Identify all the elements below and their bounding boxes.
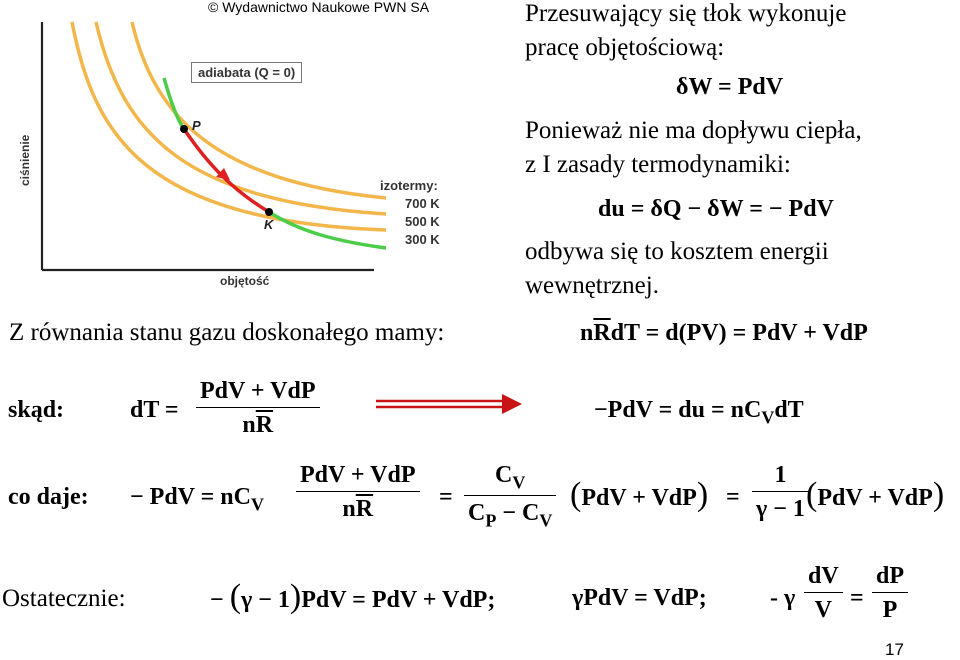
codaje-fraction-3-numerator: 1: [774, 462, 787, 488]
skad-result-main: −PdV = du = nC: [594, 397, 762, 423]
state-equation: nRdT = d(PV) = PdV + VdP: [580, 320, 868, 347]
adiabat-lower: [268, 210, 387, 250]
fraction-bar: [752, 491, 809, 492]
codaje-lhs-sub: V: [250, 494, 264, 515]
state-eq-r: R: [593, 320, 611, 346]
dv-denominator: V: [814, 597, 833, 623]
isotherm-label-500k: 500 K: [405, 214, 440, 229]
codaje-equals-2: =: [726, 484, 740, 510]
ostatecznie-eq-2: γPdV = VdP;: [572, 585, 707, 611]
dp-numerator: dP: [876, 563, 905, 589]
ostatecznie-eq-1: − (γ − 1)PdV = PdV + VdP;: [210, 578, 496, 615]
codaje-paren-expr-1: (PdV + VdP): [570, 476, 709, 513]
pv-diagram: ciśnienie objętość adiabata (Q = 0) P K …: [14, 16, 476, 302]
text-line-6: wewnętrznej.: [525, 272, 659, 299]
text-line-3: Ponieważ nie ma dopływu ciepła,: [525, 117, 862, 144]
isotherm-legend-title: izotermy:: [380, 178, 438, 193]
implication-arrow-svg: [376, 394, 522, 414]
cp-c: C: [468, 500, 486, 527]
equation-work: δW = PdV: [676, 74, 784, 100]
text-line-1: Przesuwający się tłok wykonuje: [525, 0, 847, 27]
codaje-den-r: R: [355, 496, 374, 522]
ost-paren: γ − 1: [241, 587, 290, 613]
equation-first-law: du = δQ − δW = − PdV: [598, 196, 834, 222]
state-equation-intro: Z równania stanu gazu doskonałego mamy:: [9, 319, 445, 346]
volume-axis-label: objętość: [220, 274, 270, 288]
codaje-paren-1-content: PdV + VdP: [581, 485, 697, 511]
text-line-5: odbywa się to kosztem energii: [525, 238, 829, 265]
cp-sub: P: [485, 510, 497, 531]
codaje-fraction-2-numerator: CV: [491, 462, 529, 495]
ostatecznie-equals: =: [850, 585, 864, 611]
dp-denominator: P: [882, 597, 898, 623]
codaje-fraction-1-denominator: nR: [338, 492, 377, 523]
fraction-bar: [296, 491, 420, 492]
isotherm-curve-300k: [70, 21, 387, 232]
text-line-2: pracę objętościową:: [525, 34, 725, 61]
ostatecznie-label: Ostatecznie:: [2, 585, 126, 612]
codaje-paren-expr-2: (PdV + VdP): [806, 476, 945, 513]
skad-result-sub: V: [761, 407, 775, 428]
pressure-axis-label: ciśnienie: [18, 134, 32, 186]
isotherm-curve-500k: [94, 21, 387, 216]
cv2-c: − C: [496, 500, 540, 527]
codaje-fraction-3-denominator: γ − 1: [756, 496, 805, 522]
isotherm-label-300k: 300 K: [405, 232, 440, 247]
ostatecznie-eq-3-prefix: - γ: [770, 585, 796, 611]
dv-numerator: dV: [808, 563, 839, 589]
skad-den-r: R: [255, 412, 274, 438]
codaje-lhs: − PdV = nCV: [130, 484, 264, 515]
fraction-bar: [804, 592, 843, 593]
pv-diagram-svg: [40, 21, 387, 272]
skad-result-tail: dT: [774, 397, 804, 423]
fraction-bar: [196, 407, 320, 408]
text-line-4: z I zasady termodynamiki:: [525, 151, 791, 178]
skad-fraction-numerator: PdV + VdP: [200, 378, 316, 404]
cv-c: C: [495, 462, 513, 488]
codaje-lhs-main: − PdV = nC: [130, 484, 251, 510]
cv2-sub: V: [539, 510, 553, 531]
ostatecznie-fraction-dv: dV V: [804, 563, 843, 624]
cv-sub: V: [512, 472, 526, 493]
isotherm-label-700k: 700 K: [405, 196, 440, 211]
skad-fraction: PdV + VdP nR: [196, 378, 320, 439]
state-eq-rest: dT = d(PV) = PdV + VdP: [610, 320, 868, 346]
page-number: 17: [885, 640, 904, 659]
ost-minus: −: [210, 587, 224, 613]
codaje-fraction-2: CV CP − CV: [464, 462, 557, 532]
copyright-notice: © Wydawnictwo Naukowe PWN SA: [208, 0, 430, 15]
ostatecznie-fraction-dp: dP P: [872, 563, 909, 624]
codaje-fraction-1: PdV + VdP nR: [296, 462, 420, 523]
skad-result: −PdV = du = nCVdT: [594, 397, 804, 428]
fraction-bar: [872, 592, 909, 593]
skad-lhs: dT =: [130, 397, 179, 423]
isotherm-curve-700k: [130, 21, 387, 200]
codaje-den-n: n: [342, 496, 356, 522]
codaje-label: co daje:: [8, 484, 89, 510]
codaje-fraction-2-denominator: CP − CV: [464, 496, 556, 531]
fraction-bar: [464, 495, 557, 497]
adiabat-label: adiabata (Q = 0): [191, 62, 303, 83]
ost-post: PdV = PdV + VdP;: [301, 587, 496, 613]
state-eq-n: n: [580, 320, 594, 346]
codaje-paren-2-content: PdV + VdP: [817, 485, 933, 511]
codaje-fraction-3: 1 γ − 1: [752, 462, 809, 523]
codaje-equals-1: =: [439, 484, 453, 510]
skad-label: skąd:: [8, 397, 65, 423]
skad-den-n: n: [242, 412, 256, 438]
point-k-label: K: [264, 217, 274, 232]
adiabat-arrow: [216, 168, 230, 180]
implication-arrow: [374, 394, 524, 416]
skad-fraction-denominator: nR: [238, 408, 277, 439]
point-p-marker: [180, 125, 188, 133]
point-k-marker: [265, 208, 273, 216]
codaje-fraction-1-numerator: PdV + VdP: [300, 462, 416, 488]
point-p-label: P: [192, 118, 201, 133]
